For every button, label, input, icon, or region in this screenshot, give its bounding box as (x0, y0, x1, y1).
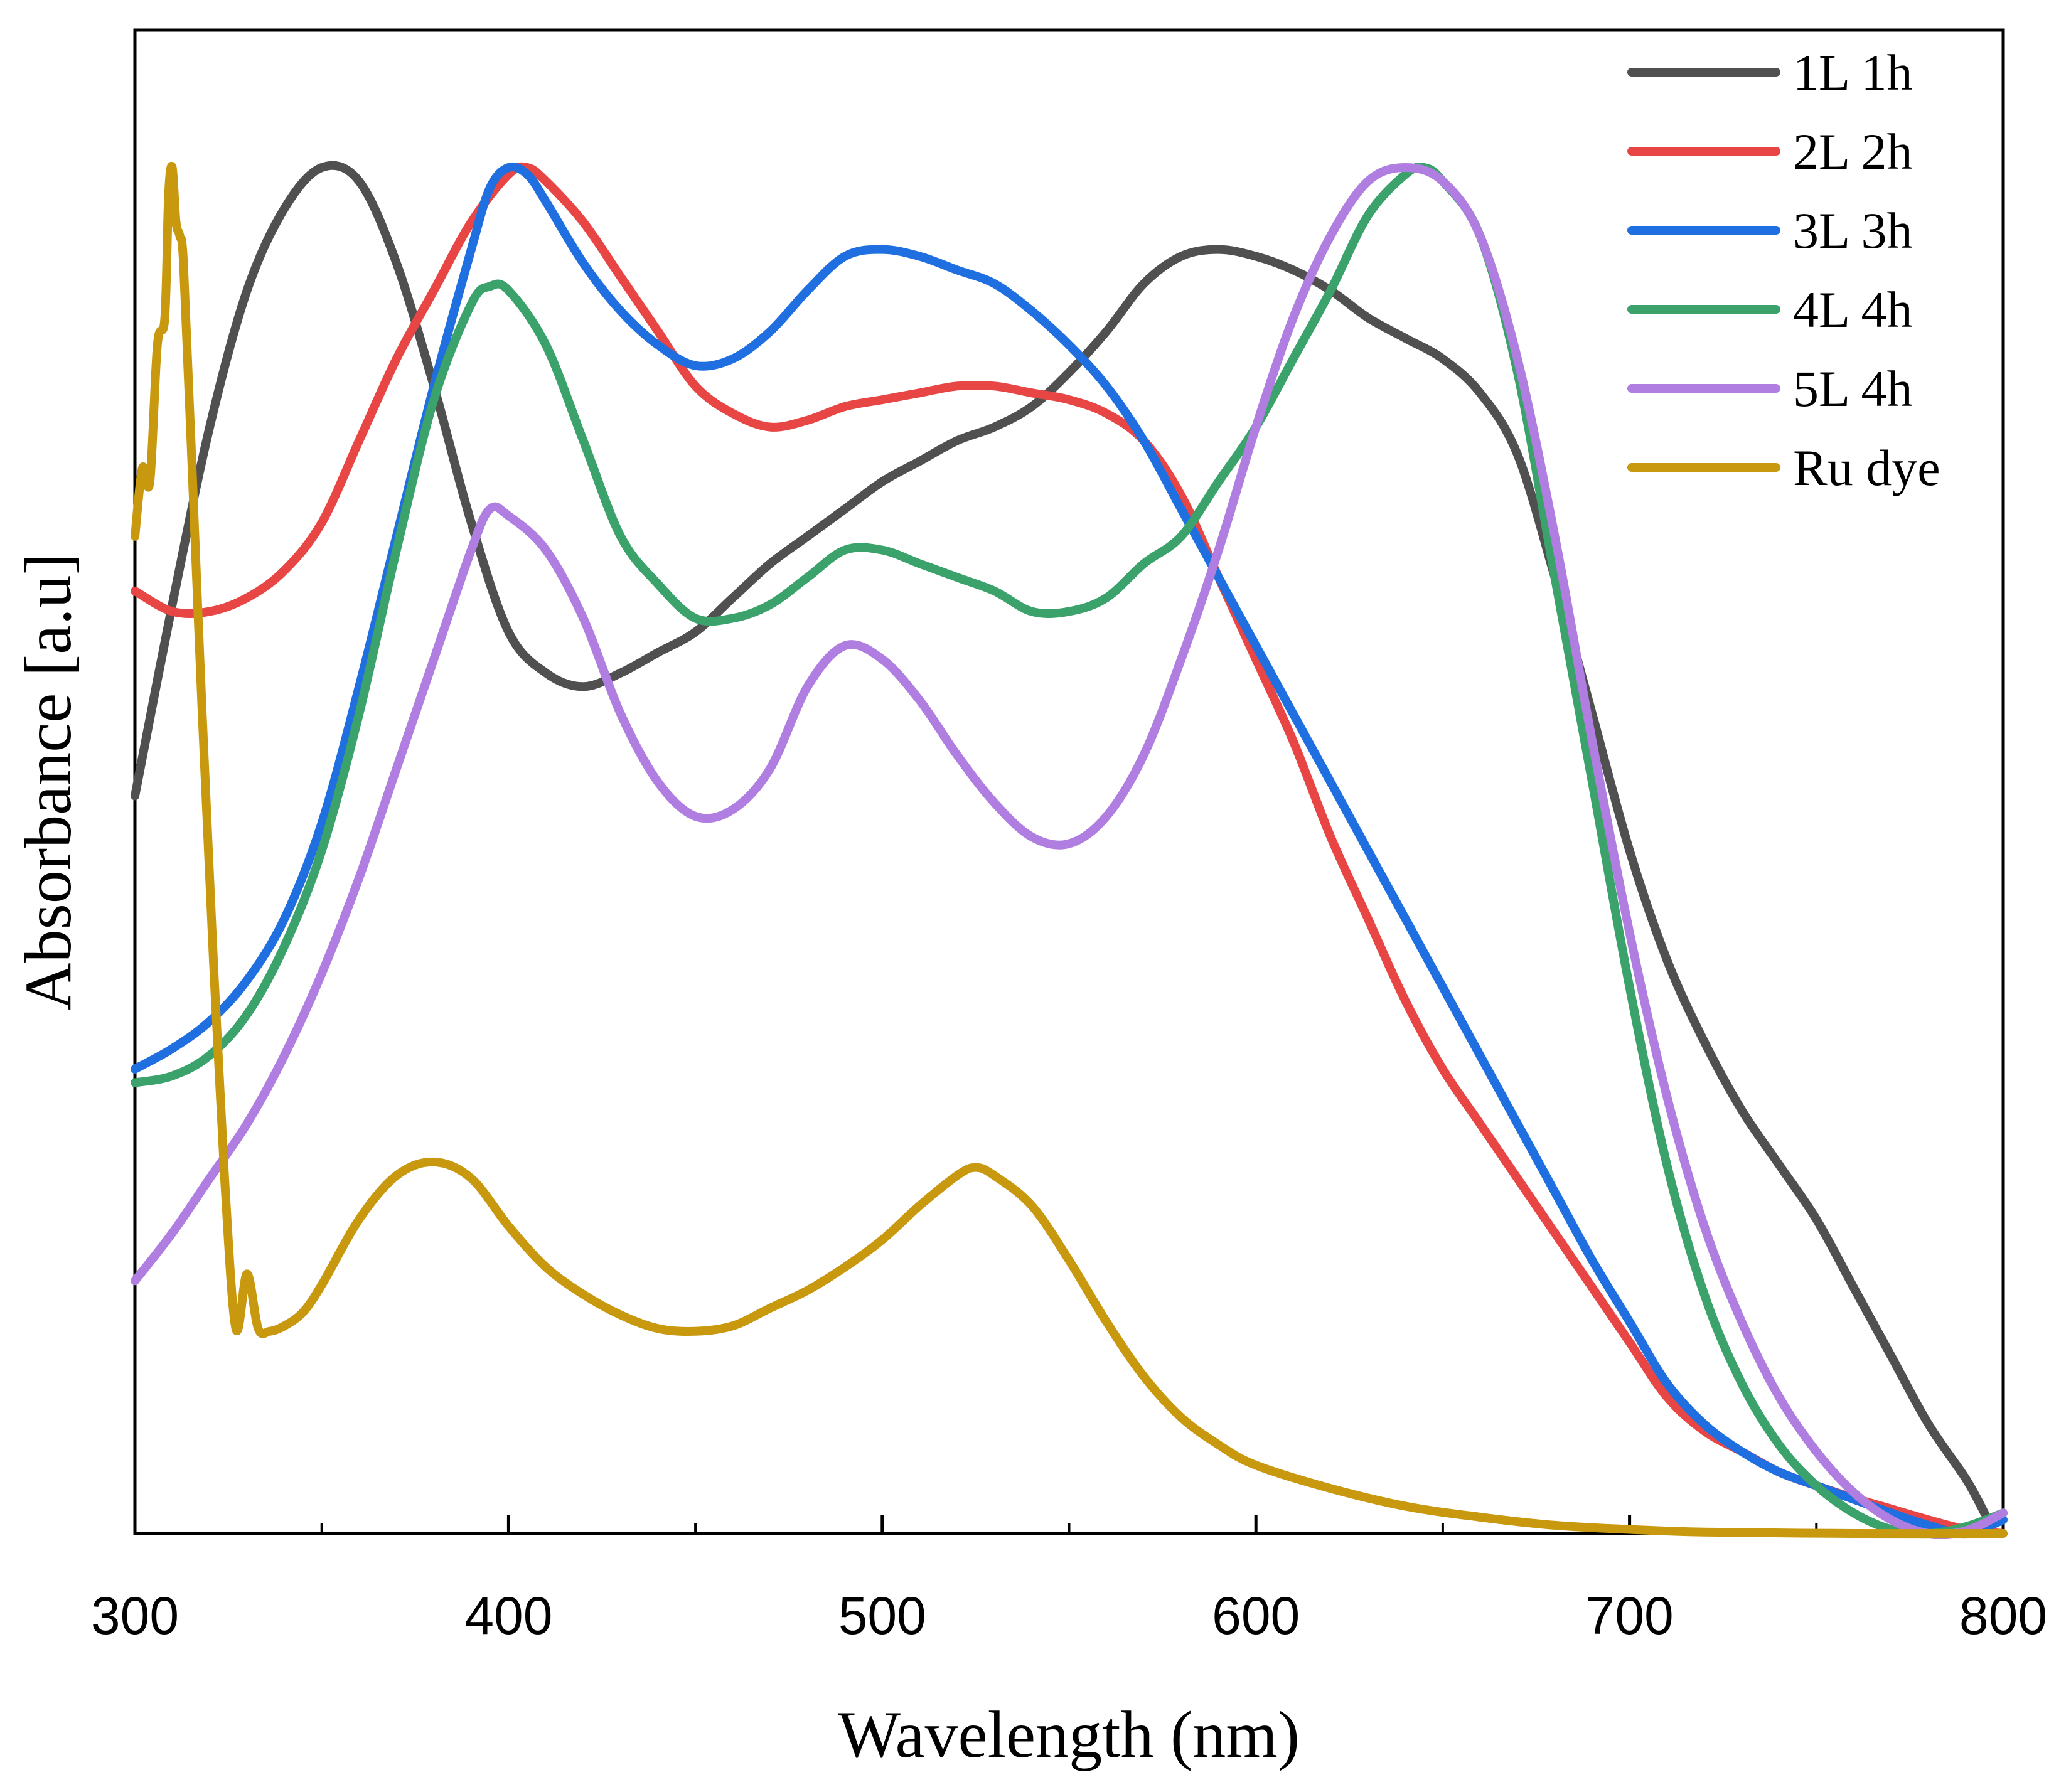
legend-label-3l-3h: 3L 3h (1793, 202, 1913, 259)
series-line-5l-4h (131, 163, 2008, 1539)
legend-label-5l-4h: 5L 4h (1793, 360, 1913, 417)
plot-frame (133, 28, 2005, 1535)
series-line-4l-4h (131, 163, 2008, 1539)
series-line-2l-2h (131, 162, 2008, 1538)
x-tick-label: 300 (91, 1586, 179, 1645)
x-tick-label: 700 (1586, 1586, 1674, 1645)
legend-label-1l-1h: 1L 1h (1793, 44, 1913, 101)
legend-label-ru-dye: Ru dye (1793, 439, 1940, 496)
series-lines (131, 161, 2008, 1539)
series-line-1l-1h (131, 161, 1989, 1518)
x-tick-label: 600 (1212, 1586, 1300, 1645)
y-axis-title: Absorbance [a.u] (11, 553, 85, 1011)
x-tick-label: 400 (464, 1586, 552, 1645)
legend-label-4l-4h: 4L 4h (1793, 281, 1913, 338)
x-tick-labels: 300 400 500 600 700 800 (91, 1586, 2047, 1645)
legend: 1L 1h 2L 2h 3L 3h 4L 4h 5L 4h Ru dye (1627, 44, 1940, 496)
series-line-ru-dye (131, 162, 2008, 1539)
x-axis-title: Wavelength (nm) (838, 1698, 1300, 1771)
x-tick-label: 800 (1959, 1586, 2047, 1645)
legend-label-2l-2h: 2L 2h (1793, 123, 1913, 180)
x-tick-label: 500 (838, 1586, 926, 1645)
